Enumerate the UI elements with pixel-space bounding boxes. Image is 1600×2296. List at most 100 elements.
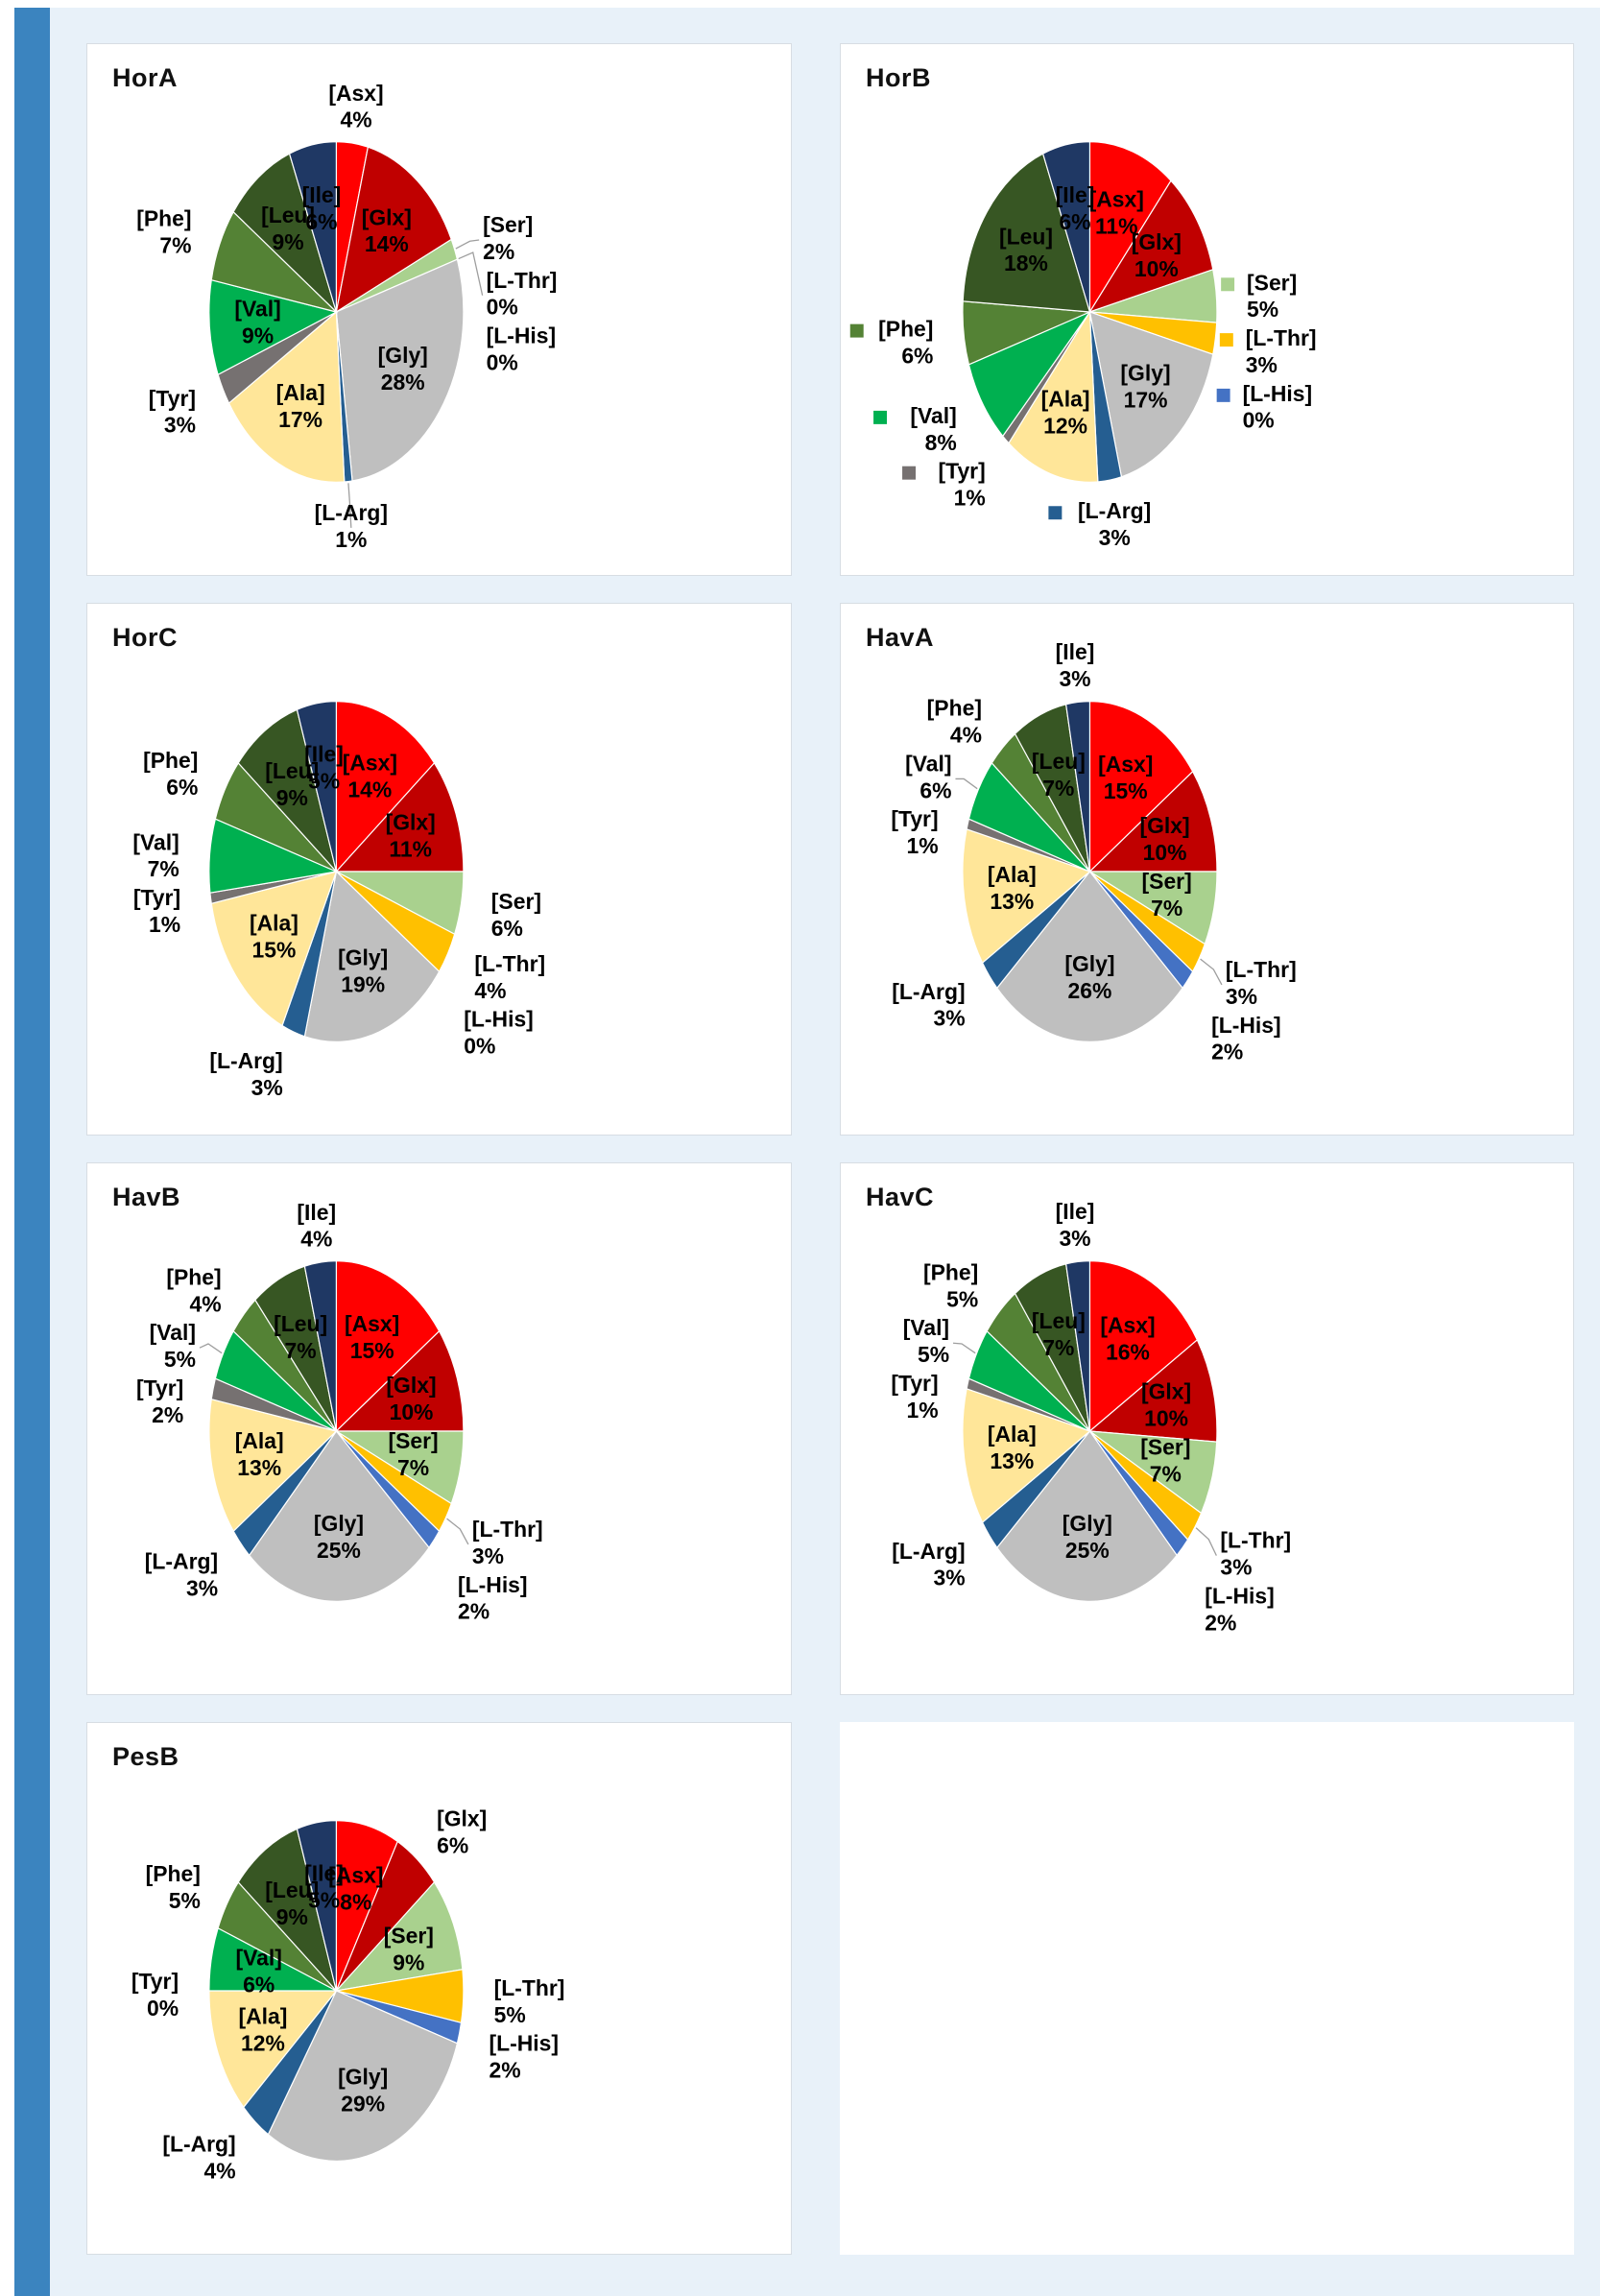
pie-label-value-leu: 9% [273,229,304,254]
pie-label-name-ser: [Ser] [483,212,533,237]
pie-slice-glx [1087,770,1218,873]
pie-label-name-l-thr: [L-Thr] [1220,1528,1291,1553]
pie-label-name-phe: [Phe] [146,1861,201,1886]
pie-label-name-l-his: [L-His] [487,323,557,348]
pie-label-name-gly: [Gly] [378,343,428,368]
pie-slice-gly [267,1990,459,2162]
left-accent-bar [14,8,50,2296]
pie-label-name-l-thr: [L-Thr] [487,268,558,293]
pie-slice-val [967,310,1092,438]
pie-label-name-phe: [Phe] [143,748,198,773]
pie-label-name-l-arg: [L-Arg] [892,979,965,1004]
pie-label-value-l-thr: 3% [472,1543,504,1568]
pie-slice-gly [303,870,441,1042]
pie-label-value-phe: 5% [946,1286,978,1311]
pie-slice-gly [1088,311,1214,478]
pie-label-value-l-his: 2% [458,1599,490,1624]
pie-label-value-l-arg: 1% [335,527,367,552]
pie-label-name-l-his: [L-His] [464,1007,534,1032]
pie-label-name-l-his: [L-His] [1243,381,1313,406]
pie-label-name-gly: [Gly] [1064,951,1114,976]
pie-label-name-val: [Val] [903,1315,949,1340]
label-leader-line-l-thr [1195,1527,1217,1556]
pie-label-value-ile: 6% [305,209,337,234]
label-leader-line-l-thr [1200,958,1223,986]
pie-label-name-val: [Val] [235,1945,281,1970]
pie-label-name-ser: [Ser] [384,1923,434,1948]
pie-label-value-glx: 14% [365,231,409,256]
pie-label-value-asx: 16% [1106,1340,1150,1365]
pie-label-name-leu: [Leu] [999,224,1053,249]
pie-label-name-ile: [Ile] [1056,182,1095,207]
pie-label-name-ser: [Ser] [491,889,541,914]
pie-label-name-l-thr: [L-Thr] [1246,325,1317,350]
pie-label-name-tyr: [Tyr] [136,1375,183,1400]
pie-slice-ile [1064,1260,1091,1432]
pie-slice-ile [296,701,337,873]
pie-slice-leu [962,153,1091,313]
pie-label-name-leu: [Leu] [1032,749,1086,774]
pie-label-value-ser: 7% [1151,896,1182,921]
pie-label-name-ala: [Ala] [1041,387,1090,412]
label-leader-line-val [952,1342,976,1354]
pie-label-value-ser: 7% [1150,1462,1182,1487]
pie-label-name-glx: [Glx] [437,1806,487,1831]
pie-label-name-l-thr: [L-Thr] [474,951,545,976]
pie-label-name-phe: [Phe] [136,206,191,231]
pie-slice-ala [208,1398,338,1533]
pie-label-value-gly: 19% [341,971,385,996]
pie-label-name-phe: [Phe] [927,696,982,721]
pie-chart-havb: [Asx]15%[Glx]10%[Ser]7%[L-Thr]3%[L-His]2… [136,1200,543,1624]
chart-card-horb: HorB [Asx] 11% [Glx] 10% [Ser] 5% [L-Thr] 3% [L-… [840,43,1574,576]
label-swatch-phe [849,323,864,338]
pie-label-value-leu: 7% [1042,776,1074,801]
pie-label-value-asx: 8% [340,1889,371,1914]
label-leader-line-l-thr [458,251,484,296]
pie-label-name-glx: [Glx] [362,204,412,229]
pie-label-value-tyr: 3% [164,413,196,438]
pie-label-value-l-his: 0% [1243,408,1275,433]
label-leader-line-l-thr [446,1518,469,1545]
pie-label-name-l-his: [L-His] [458,1572,528,1597]
pie-chart-havc: [Asx]16%[Glx]10%[Ser]7%[L-Thr]3%[L-His]2… [891,1199,1291,1635]
chart-title-hora: HorA [112,63,178,92]
pie-chart-horb: [Asx]11%[Glx]10%[Ser]5%[L-Thr]3%[L-His]0… [849,141,1317,550]
pie-slice-asx [1088,701,1194,873]
pie-label-value-ser: 2% [483,239,514,264]
pie-label-value-ala: 17% [278,407,322,432]
pie-label-value-l-arg: 3% [186,1575,218,1600]
chart-title-havc: HavC [866,1183,935,1211]
pie-label-value-l-arg: 3% [934,1006,966,1031]
pie-label-value-leu: 7% [285,1338,317,1363]
chart-card-havc: HavC [Asx] 16% [Glx] 10% [Ser] 7% [L-Thr] 3% [L-… [840,1162,1574,1695]
pie-label-name-val: [Val] [910,403,956,428]
pie-label-value-tyr: 1% [149,912,180,937]
pie-label-value-asx: 15% [350,1338,394,1363]
pie-label-name-l-his: [L-His] [490,2031,560,2056]
pie-label-name-asx: [Asx] [343,750,397,775]
pie-label-value-val: 6% [919,777,951,802]
pie-label-name-asx: [Asx] [328,1862,383,1887]
pie-label-value-l-his: 2% [490,2058,521,2083]
pie-label-name-l-thr: [L-Thr] [494,1975,565,2000]
chart-card-horc: HorC [Asx] 14% [Glx] 11% [Ser] 6% [L-Thr] 4% [L-… [86,603,792,1136]
pie-label-name-glx: [Glx] [1141,1379,1191,1404]
chart-title-havb: HavB [112,1183,181,1211]
pie-label-name-val: [Val] [132,829,179,854]
pie-label-value-val: 7% [148,856,179,881]
pie-label-name-ser: [Ser] [1247,270,1297,295]
pie-label-value-gly: 25% [1065,1538,1110,1563]
pie-slice-glx [334,1329,465,1432]
pie-label-name-ala: [Ala] [250,910,299,935]
pie-label-value-l-thr: 3% [1226,984,1257,1009]
pie-slice-glx [1087,1338,1218,1443]
pie-label-value-phe: 4% [190,1291,222,1316]
pie-label-value-glx: 11% [389,837,432,862]
pie-slice-ala [227,310,346,483]
pie-label-value-val: 9% [242,323,274,347]
pie-label-value-asx: 15% [1104,778,1148,803]
pie-label-value-l-his: 0% [487,349,518,374]
pie-slice-asx [335,1820,398,1992]
pie-label-name-ile: [Ile] [302,182,342,207]
pie-slice-val [208,278,339,376]
